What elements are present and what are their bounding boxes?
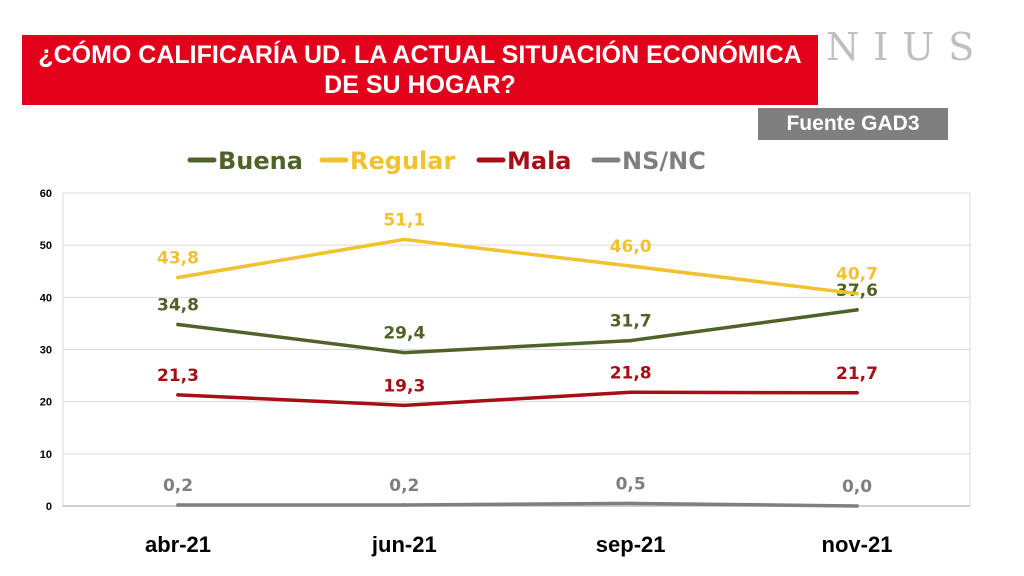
title-banner: ¿CÓMO CALIFICARÍA UD. LA ACTUAL SITUACIÓ… — [22, 35, 818, 105]
data-point — [176, 322, 180, 327]
data-label: 21,7 — [836, 364, 878, 384]
data-point — [402, 403, 407, 408]
y-tick-label: 0 — [46, 501, 52, 513]
series-line — [176, 390, 859, 408]
data-label: 0,5 — [616, 474, 646, 494]
y-tick-label: 30 — [40, 345, 52, 357]
data-point — [628, 338, 633, 343]
data-label: 21,3 — [157, 366, 199, 386]
legend-label: Buena — [218, 147, 303, 175]
data-point — [628, 264, 633, 268]
source-badge: Fuente GAD3 — [758, 108, 948, 140]
y-tick-label: 50 — [40, 240, 52, 252]
legend-label: Regular — [350, 147, 455, 175]
data-point — [855, 291, 859, 296]
series-line — [176, 237, 859, 296]
x-tick-label: jun-21 — [371, 532, 437, 557]
data-point — [855, 504, 859, 508]
data-label: 46,0 — [610, 237, 652, 257]
series-line — [176, 308, 859, 355]
data-point — [176, 503, 180, 507]
data-label: 0,0 — [842, 477, 872, 497]
x-tick-label: nov-21 — [822, 532, 893, 557]
data-label: 0,2 — [163, 476, 193, 496]
data-label: 37,6 — [836, 281, 878, 301]
data-label: 34,8 — [157, 295, 199, 315]
data-label: 40,7 — [836, 265, 878, 285]
data-point — [855, 390, 859, 395]
data-label: 0,2 — [389, 476, 419, 496]
data-point — [402, 237, 407, 242]
data-point — [402, 350, 407, 355]
data-point — [628, 501, 633, 506]
brand-logo: NIUS — [826, 25, 989, 69]
data-label: 43,8 — [157, 249, 199, 269]
y-tick-label: 10 — [40, 449, 52, 461]
legend-label: Mala — [507, 147, 572, 175]
title-line-2: DE SU HOGAR? — [324, 71, 516, 99]
x-tick-label: sep-21 — [596, 532, 666, 557]
data-label: 31,7 — [610, 312, 652, 332]
data-point — [628, 390, 633, 395]
legend-label: NS/NC — [622, 147, 706, 175]
x-tick-label: abr-21 — [145, 532, 211, 557]
series-line — [176, 501, 859, 508]
y-tick-label: 20 — [40, 397, 52, 409]
data-point — [855, 308, 859, 312]
title-line-1: ¿CÓMO CALIFICARÍA UD. LA ACTUAL SITUACIÓ… — [38, 41, 802, 69]
y-tick-label: 60 — [40, 188, 52, 200]
data-label: 21,8 — [610, 363, 652, 383]
data-point — [402, 503, 407, 507]
y-tick-label: 40 — [40, 292, 52, 304]
data-point — [176, 275, 180, 280]
data-label: 29,4 — [383, 324, 425, 344]
data-label: 51,1 — [383, 210, 425, 230]
data-label: 19,3 — [383, 376, 425, 396]
data-point — [176, 393, 180, 397]
